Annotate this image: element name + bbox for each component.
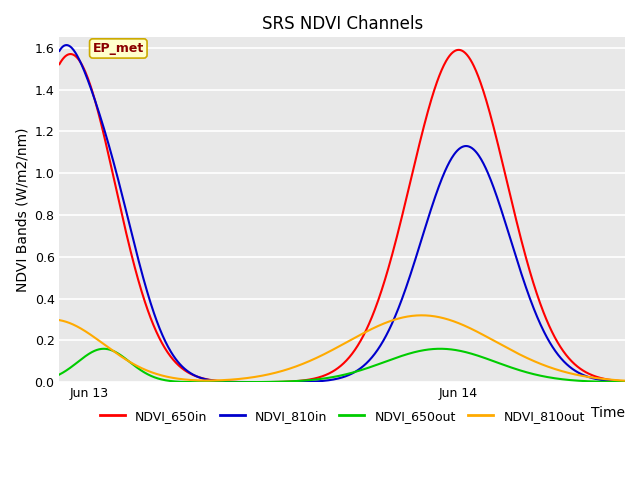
X-axis label: Time: Time (591, 406, 625, 420)
Legend: NDVI_650in, NDVI_810in, NDVI_650out, NDVI_810out: NDVI_650in, NDVI_810in, NDVI_650out, NDV… (95, 405, 589, 428)
Text: EP_met: EP_met (93, 42, 144, 55)
Title: SRS NDVI Channels: SRS NDVI Channels (262, 15, 423, 33)
Y-axis label: NDVI Bands (W/m2/nm): NDVI Bands (W/m2/nm) (15, 128, 29, 292)
